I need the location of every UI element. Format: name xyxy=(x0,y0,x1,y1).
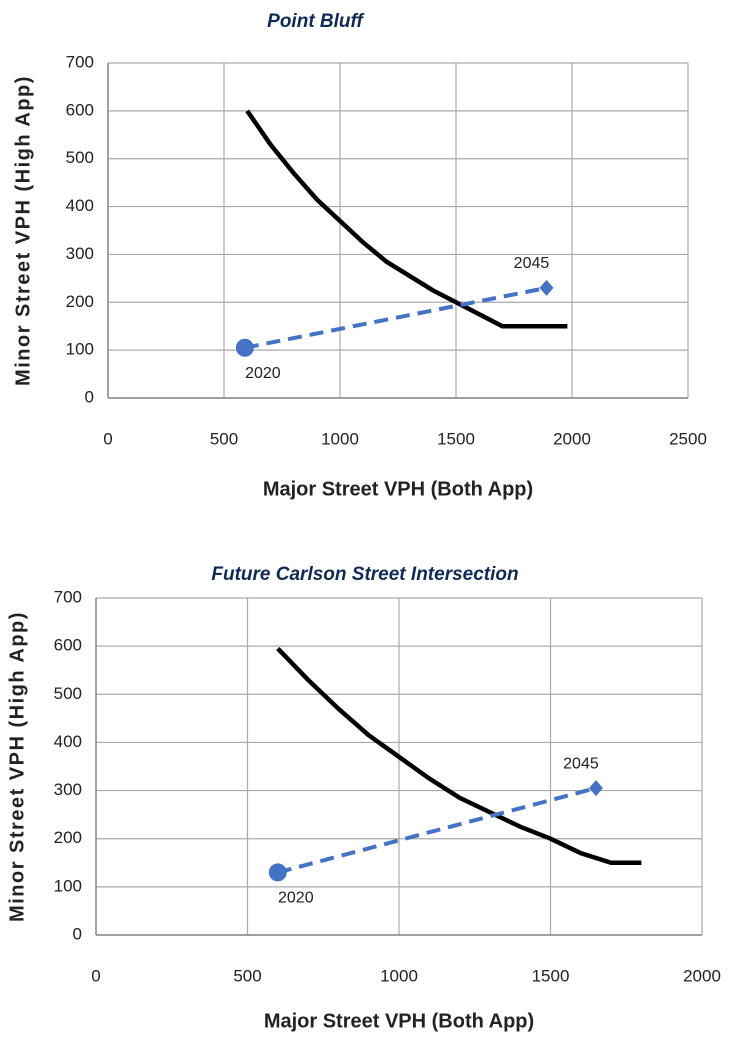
y-axis-label: Minor Street VPH (High App) xyxy=(6,611,28,922)
point-marker xyxy=(268,863,287,882)
y-tick-label: 100 xyxy=(66,340,94,359)
y-tick-label: 600 xyxy=(66,100,94,119)
x-tick-label: 2500 xyxy=(669,429,707,448)
series-line xyxy=(277,786,597,875)
y-tick-label: 600 xyxy=(54,636,82,655)
x-tick-label: 2000 xyxy=(553,429,591,448)
point-label: 2020 xyxy=(278,890,314,907)
y-tick-label: 200 xyxy=(66,292,94,311)
y-tick-label: 300 xyxy=(66,244,94,263)
y-tick-label: 400 xyxy=(66,196,94,215)
series-line xyxy=(244,285,547,350)
x-axis-label: Major Street VPH (Both App) xyxy=(264,1010,534,1032)
y-tick-label: 0 xyxy=(85,387,94,406)
point-marker xyxy=(588,780,603,797)
y-tick-label: 0 xyxy=(73,924,82,943)
y-tick-label: 700 xyxy=(54,587,82,606)
x-tick-label: 1500 xyxy=(532,966,570,985)
y-tick-label: 500 xyxy=(54,684,82,703)
y-tick-label: 200 xyxy=(54,828,82,847)
x-tick-label: 1500 xyxy=(437,429,475,448)
chart-title: Future Carlson Street Intersection xyxy=(211,564,518,585)
point-label: 2045 xyxy=(563,755,599,772)
y-axis-label: Minor Street VPH (High App) xyxy=(12,75,34,386)
y-tick-label: 100 xyxy=(54,876,82,895)
series-line xyxy=(245,109,568,329)
x-tick-label: 500 xyxy=(210,429,238,448)
x-tick-label: 1000 xyxy=(321,429,359,448)
y-tick-label: 400 xyxy=(54,732,82,751)
y-tick-label: 500 xyxy=(66,148,94,167)
series-line xyxy=(276,646,642,866)
chart-title: Point Bluff xyxy=(267,11,364,32)
x-tick-label: 1000 xyxy=(380,966,418,985)
point-marker xyxy=(539,279,554,296)
x-tick-label: 0 xyxy=(103,429,112,448)
point-marker xyxy=(235,338,254,357)
y-tick-label: 700 xyxy=(66,52,94,71)
x-axis-label: Major Street VPH (Both App) xyxy=(263,478,533,500)
x-tick-label: 500 xyxy=(233,966,261,985)
point-label: 2045 xyxy=(514,255,550,272)
x-tick-label: 2000 xyxy=(683,966,721,985)
x-tick-label: 0 xyxy=(91,966,100,985)
y-tick-label: 300 xyxy=(54,780,82,799)
point-label: 2020 xyxy=(245,365,281,382)
